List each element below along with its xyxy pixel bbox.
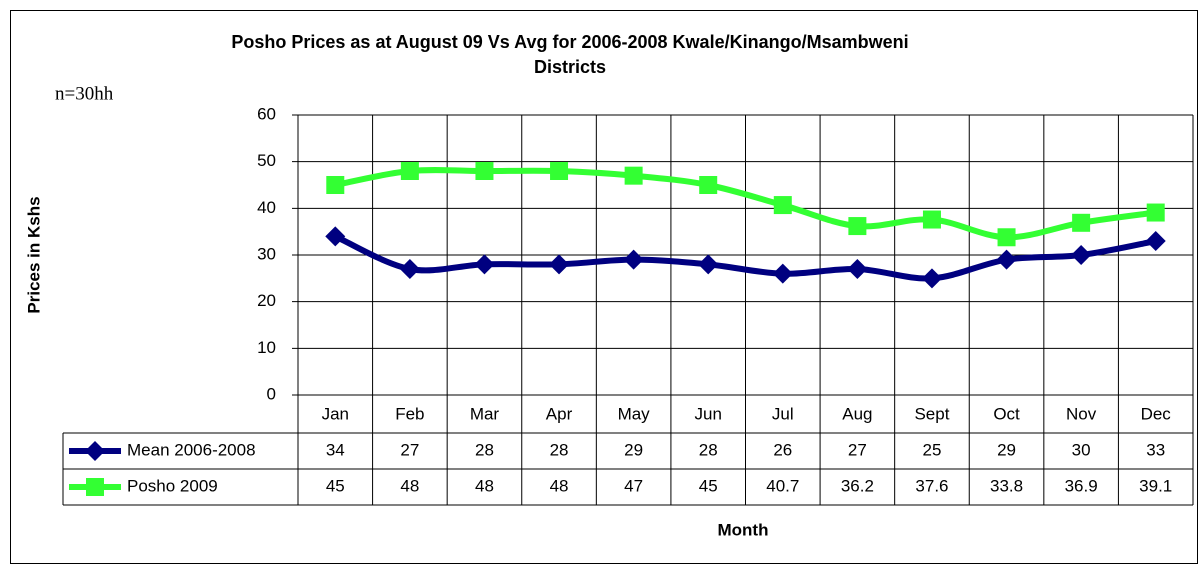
x-axis-title: Month xyxy=(718,520,769,539)
table-value: 48 xyxy=(475,476,494,495)
marker xyxy=(623,249,644,270)
marker xyxy=(399,259,420,279)
marker xyxy=(549,254,570,275)
table-value: 33.8 xyxy=(990,476,1023,495)
table-value: 36.9 xyxy=(1065,476,1098,495)
table-value: 48 xyxy=(550,476,569,495)
y-tick-label: 20 xyxy=(257,291,276,310)
x-tick-label: Feb xyxy=(395,404,424,423)
table-value: 28 xyxy=(475,440,494,459)
x-tick-label: Dec xyxy=(1141,404,1172,423)
table-value: 27 xyxy=(400,440,419,459)
y-tick-label: 30 xyxy=(257,244,276,263)
table-value: 28 xyxy=(550,440,569,459)
x-tick-label: Jan xyxy=(322,404,349,423)
y-tick-label: 0 xyxy=(267,384,276,403)
marker xyxy=(400,162,419,180)
marker xyxy=(699,176,718,194)
marker xyxy=(1072,213,1091,232)
table-value: 48 xyxy=(400,476,419,495)
table-value: 29 xyxy=(624,440,643,459)
table-value: 40.7 xyxy=(766,476,799,495)
marker xyxy=(773,196,792,215)
table-value: 33 xyxy=(1146,440,1165,459)
chart-title-line2: Districts xyxy=(534,57,606,77)
table-value: 37.6 xyxy=(915,476,948,495)
marker xyxy=(1146,203,1165,222)
y-tick-label: 60 xyxy=(257,104,276,123)
table-value: 45 xyxy=(326,476,345,495)
table-value: 28 xyxy=(699,440,718,459)
marker xyxy=(86,478,104,496)
marker xyxy=(475,162,494,180)
table-value: 25 xyxy=(922,440,941,459)
marker xyxy=(848,217,867,236)
x-tick-label: Jul xyxy=(772,404,794,423)
table-value: 34 xyxy=(326,440,345,459)
x-tick-label: May xyxy=(618,404,651,423)
table-value: 36.2 xyxy=(841,476,874,495)
marker xyxy=(1145,231,1166,251)
marker xyxy=(550,162,569,180)
y-tick-label: 50 xyxy=(257,151,276,170)
x-tick-label: Apr xyxy=(546,404,573,423)
table-value: 29 xyxy=(997,440,1016,459)
marker xyxy=(474,254,495,275)
table-value: 45 xyxy=(699,476,718,495)
annotation: n=30hh xyxy=(55,83,114,104)
table-value: 27 xyxy=(848,440,867,459)
table-value: 47 xyxy=(624,476,643,495)
x-tick-label: Sept xyxy=(914,404,949,423)
table-value: 30 xyxy=(1072,440,1091,459)
marker xyxy=(698,254,719,275)
x-tick-label: Jun xyxy=(694,404,721,423)
chart-title: Posho Prices as at August 09 Vs Avg for … xyxy=(231,32,908,52)
marker xyxy=(921,268,942,289)
marker xyxy=(847,259,868,279)
table-value: 39.1 xyxy=(1139,476,1172,495)
marker xyxy=(325,226,346,247)
chart-frame xyxy=(10,10,1198,564)
y-tick-label: 10 xyxy=(257,338,276,357)
marker xyxy=(772,263,793,284)
y-axis-title: Prices in Kshs xyxy=(24,196,43,313)
marker xyxy=(997,228,1016,247)
x-tick-label: Oct xyxy=(993,404,1020,423)
marker xyxy=(624,166,643,185)
marker xyxy=(996,249,1017,270)
legend-label: Mean 2006-2008 xyxy=(127,440,256,459)
marker xyxy=(922,210,941,229)
y-tick-label: 40 xyxy=(257,198,276,217)
marker xyxy=(326,176,345,194)
legend-label: Posho 2009 xyxy=(127,476,218,495)
marker xyxy=(1071,245,1092,265)
x-tick-label: Mar xyxy=(470,404,500,423)
x-tick-label: Nov xyxy=(1066,404,1097,423)
marker xyxy=(85,441,105,461)
table-value: 26 xyxy=(773,440,792,459)
x-tick-label: Aug xyxy=(842,404,872,423)
